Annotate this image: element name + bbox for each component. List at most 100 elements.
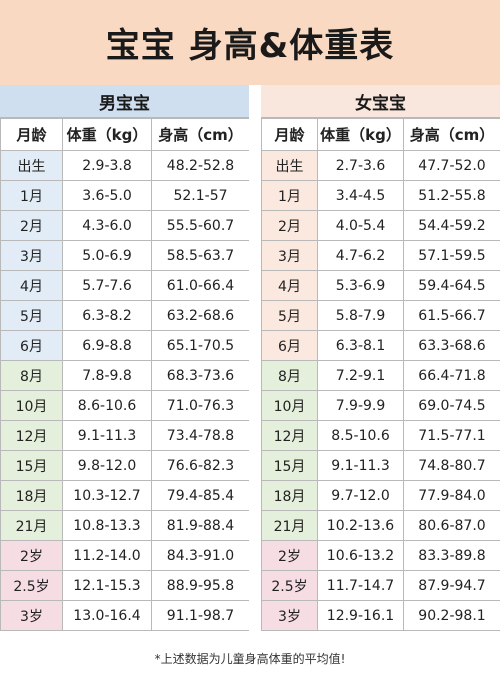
age-cell: 21月 xyxy=(261,510,318,541)
height-cell: 63.2-68.6 xyxy=(151,300,250,331)
column-header-weight: 体重（kg） xyxy=(317,118,404,151)
title-banner: 宝宝 身高&体重表 xyxy=(0,0,500,85)
table-row: 2.5岁 11.7-14.7 87.9-94.7 xyxy=(261,570,500,601)
age-cell: 2岁 xyxy=(0,540,63,571)
height-cell: 83.3-89.8 xyxy=(403,540,500,571)
age-cell: 1月 xyxy=(261,180,318,211)
age-cell: 15月 xyxy=(0,450,63,481)
age-cell: 2.5岁 xyxy=(0,570,63,601)
table-row: 1月 3.6-5.0 52.1-57 xyxy=(0,180,250,211)
age-cell: 6月 xyxy=(0,330,63,361)
age-cell: 1月 xyxy=(0,180,63,211)
height-cell: 90.2-98.1 xyxy=(403,600,500,631)
weight-cell: 6.3-8.1 xyxy=(317,330,404,361)
weight-cell: 11.7-14.7 xyxy=(317,570,404,601)
weight-cell: 5.8-7.9 xyxy=(317,300,404,331)
age-cell: 出生 xyxy=(261,150,318,181)
weight-cell: 9.1-11.3 xyxy=(62,420,152,451)
age-cell: 4月 xyxy=(261,270,318,301)
weight-cell: 8.6-10.6 xyxy=(62,390,152,421)
column-header-height: 身高（cm） xyxy=(403,118,500,151)
age-cell: 2.5岁 xyxy=(261,570,318,601)
height-cell: 61.0-66.4 xyxy=(151,270,250,301)
height-cell: 84.3-91.0 xyxy=(151,540,250,571)
table-row: 2岁 11.2-14.0 84.3-91.0 xyxy=(0,540,250,571)
table-row: 出生 2.7-3.6 47.7-52.0 xyxy=(261,150,500,181)
weight-cell: 12.1-15.3 xyxy=(62,570,152,601)
height-cell: 58.5-63.7 xyxy=(151,240,250,271)
age-cell: 15月 xyxy=(261,450,318,481)
table-row: 1月 3.4-4.5 51.2-55.8 xyxy=(261,180,500,211)
table-row: 4月 5.3-6.9 59.4-64.5 xyxy=(261,270,500,301)
weight-cell: 11.2-14.0 xyxy=(62,540,152,571)
height-cell: 54.4-59.2 xyxy=(403,210,500,241)
weight-cell: 6.9-8.8 xyxy=(62,330,152,361)
height-cell: 76.6-82.3 xyxy=(151,450,250,481)
growth-tables: 男宝宝 月龄 体重（kg） 身高（cm） 出生 2.9-3.8 48.2-52.8 1… xyxy=(0,85,500,642)
table-row: 3月 5.0-6.9 58.5-63.7 xyxy=(0,240,250,271)
height-cell: 68.3-73.6 xyxy=(151,360,250,391)
table-row: 8月 7.2-9.1 66.4-71.8 xyxy=(261,360,500,391)
height-cell: 71.5-77.1 xyxy=(403,420,500,451)
table-row: 8月 7.8-9.8 68.3-73.6 xyxy=(0,360,250,391)
girls-section-title: 女宝宝 xyxy=(261,85,500,118)
table-row: 12月 9.1-11.3 73.4-78.8 xyxy=(0,420,250,451)
weight-cell: 5.7-7.6 xyxy=(62,270,152,301)
height-cell: 71.0-76.3 xyxy=(151,390,250,421)
height-cell: 51.2-55.8 xyxy=(403,180,500,211)
boys-header-row: 月龄 体重（kg） 身高（cm） xyxy=(0,118,250,151)
age-cell: 18月 xyxy=(261,480,318,511)
age-cell: 4月 xyxy=(0,270,63,301)
age-cell: 3岁 xyxy=(261,600,318,631)
table-divider xyxy=(249,85,261,642)
weight-cell: 10.6-13.2 xyxy=(317,540,404,571)
age-cell: 8月 xyxy=(261,360,318,391)
weight-cell: 6.3-8.2 xyxy=(62,300,152,331)
table-row: 2.5岁 12.1-15.3 88.9-95.8 xyxy=(0,570,250,601)
table-row: 5月 5.8-7.9 61.5-66.7 xyxy=(261,300,500,331)
height-cell: 77.9-84.0 xyxy=(403,480,500,511)
height-cell: 59.4-64.5 xyxy=(403,270,500,301)
column-header-age: 月龄 xyxy=(0,118,63,151)
height-cell: 47.7-52.0 xyxy=(403,150,500,181)
column-header-height: 身高（cm） xyxy=(151,118,250,151)
weight-cell: 9.8-12.0 xyxy=(62,450,152,481)
weight-cell: 13.0-16.4 xyxy=(62,600,152,631)
weight-cell: 7.2-9.1 xyxy=(317,360,404,391)
height-cell: 63.3-68.6 xyxy=(403,330,500,361)
weight-cell: 4.0-5.4 xyxy=(317,210,404,241)
age-cell: 3岁 xyxy=(0,600,63,631)
table-row: 21月 10.2-13.6 80.6-87.0 xyxy=(261,510,500,541)
age-cell: 3月 xyxy=(261,240,318,271)
weight-cell: 3.4-4.5 xyxy=(317,180,404,211)
table-row: 3岁 13.0-16.4 91.1-98.7 xyxy=(0,600,250,631)
column-header-age: 月龄 xyxy=(261,118,318,151)
height-cell: 65.1-70.5 xyxy=(151,330,250,361)
table-row: 3月 4.7-6.2 57.1-59.5 xyxy=(261,240,500,271)
table-row: 10月 7.9-9.9 69.0-74.5 xyxy=(261,390,500,421)
height-cell: 80.6-87.0 xyxy=(403,510,500,541)
age-cell: 2月 xyxy=(261,210,318,241)
weight-cell: 4.7-6.2 xyxy=(317,240,404,271)
age-cell: 10月 xyxy=(0,390,63,421)
girls-header-row: 月龄 体重（kg） 身高（cm） xyxy=(261,118,500,151)
age-cell: 2岁 xyxy=(261,540,318,571)
table-row: 6月 6.9-8.8 65.1-70.5 xyxy=(0,330,250,361)
age-cell: 12月 xyxy=(0,420,63,451)
table-row: 15月 9.1-11.3 74.8-80.7 xyxy=(261,450,500,481)
age-cell: 21月 xyxy=(0,510,63,541)
age-cell: 10月 xyxy=(261,390,318,421)
page-title: 宝宝 身高&体重表 xyxy=(105,26,395,66)
weight-cell: 9.1-11.3 xyxy=(317,450,404,481)
height-cell: 88.9-95.8 xyxy=(151,570,250,601)
weight-cell: 10.8-13.3 xyxy=(62,510,152,541)
weight-cell: 4.3-6.0 xyxy=(62,210,152,241)
height-cell: 66.4-71.8 xyxy=(403,360,500,391)
weight-cell: 10.2-13.6 xyxy=(317,510,404,541)
boys-table-body: 出生 2.9-3.8 48.2-52.8 1月 3.6-5.0 52.1-57 2月 4.3-… xyxy=(0,150,250,631)
height-cell: 73.4-78.8 xyxy=(151,420,250,451)
weight-cell: 7.9-9.9 xyxy=(317,390,404,421)
height-cell: 81.9-88.4 xyxy=(151,510,250,541)
age-cell: 5月 xyxy=(261,300,318,331)
weight-cell: 10.3-12.7 xyxy=(62,480,152,511)
